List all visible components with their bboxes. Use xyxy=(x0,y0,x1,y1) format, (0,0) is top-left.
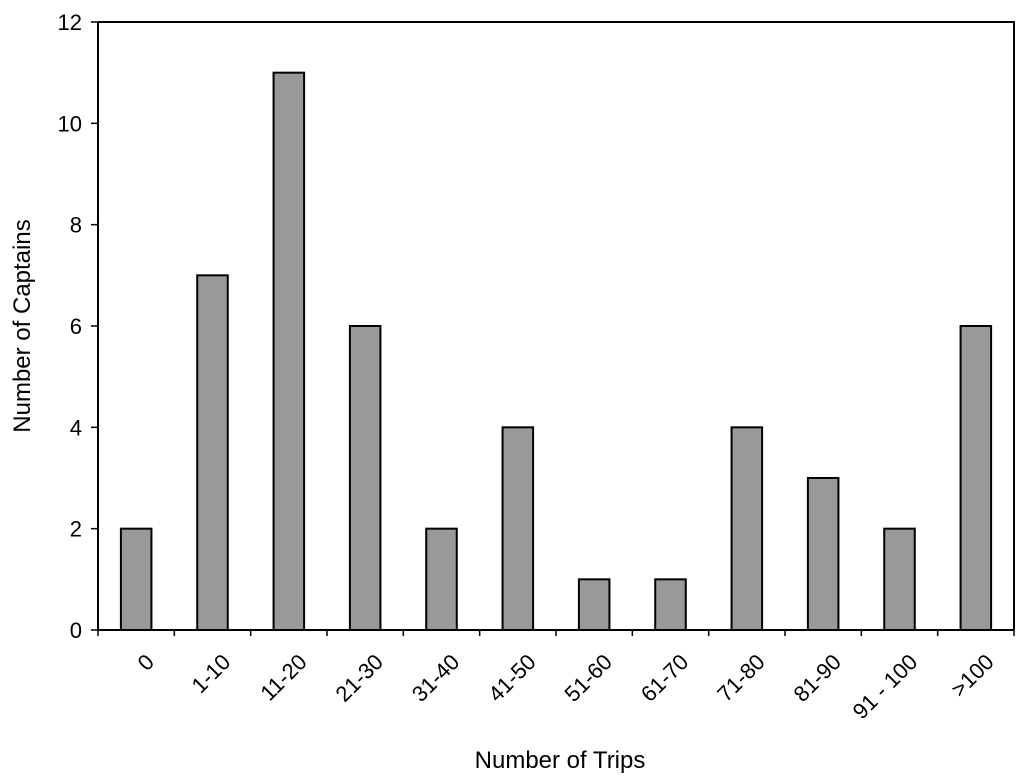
x-tick-label: 71-80 xyxy=(712,649,769,706)
y-tick-label: 0 xyxy=(70,618,82,643)
x-tick-label: 0 xyxy=(133,649,159,675)
bar-0 xyxy=(119,527,153,632)
x-tick-label: 11-20 xyxy=(255,649,311,705)
y-axis-title: Number of Captains xyxy=(9,219,36,432)
y-tick-label: 6 xyxy=(70,314,82,339)
y-tick-label: 8 xyxy=(70,213,82,238)
plot-frame xyxy=(97,21,1015,631)
bar-91 - 100 xyxy=(883,527,916,632)
bar-21-30 xyxy=(348,325,382,631)
x-tick-labels: 0 1-10 11-20 21-30 31-40 41-50 51-60 61-70 71-80… xyxy=(133,649,999,724)
x-tick-label: 81-90 xyxy=(789,649,846,706)
bar-41-50 xyxy=(501,426,535,632)
x-axis-title: Number of Trips xyxy=(475,747,646,774)
x-tick-label: 31-40 xyxy=(407,649,464,706)
x-tick-label: 21-30 xyxy=(331,649,388,706)
x-tick-label: 41-50 xyxy=(483,649,540,706)
bar-61-70 xyxy=(654,578,687,631)
y-tick-label: 2 xyxy=(70,517,82,542)
y-tick-label: 10 xyxy=(58,111,82,136)
x-tick-label: 61-70 xyxy=(636,649,693,706)
bar-81-90 xyxy=(806,477,840,631)
bar-51-60 xyxy=(577,578,611,631)
x-tick-label: 51-60 xyxy=(560,649,617,706)
bar-1-10 xyxy=(196,274,229,631)
x-tick-label: >100 xyxy=(946,649,999,702)
y-tick-label: 12 xyxy=(58,10,82,35)
x-tick-label: 1-10 xyxy=(187,649,236,698)
y-axis-ticks xyxy=(91,21,98,631)
y-tick-label: 4 xyxy=(70,415,82,440)
x-tick-label: 91 - 100 xyxy=(848,649,923,724)
bar-71-80 xyxy=(730,426,764,632)
bar-11-20 xyxy=(272,71,306,631)
bar->100 xyxy=(959,325,993,631)
y-tick-labels: 0 2 4 6 8 10 12 xyxy=(58,10,82,643)
bar-31-40 xyxy=(425,527,458,632)
bars-group xyxy=(119,71,993,632)
